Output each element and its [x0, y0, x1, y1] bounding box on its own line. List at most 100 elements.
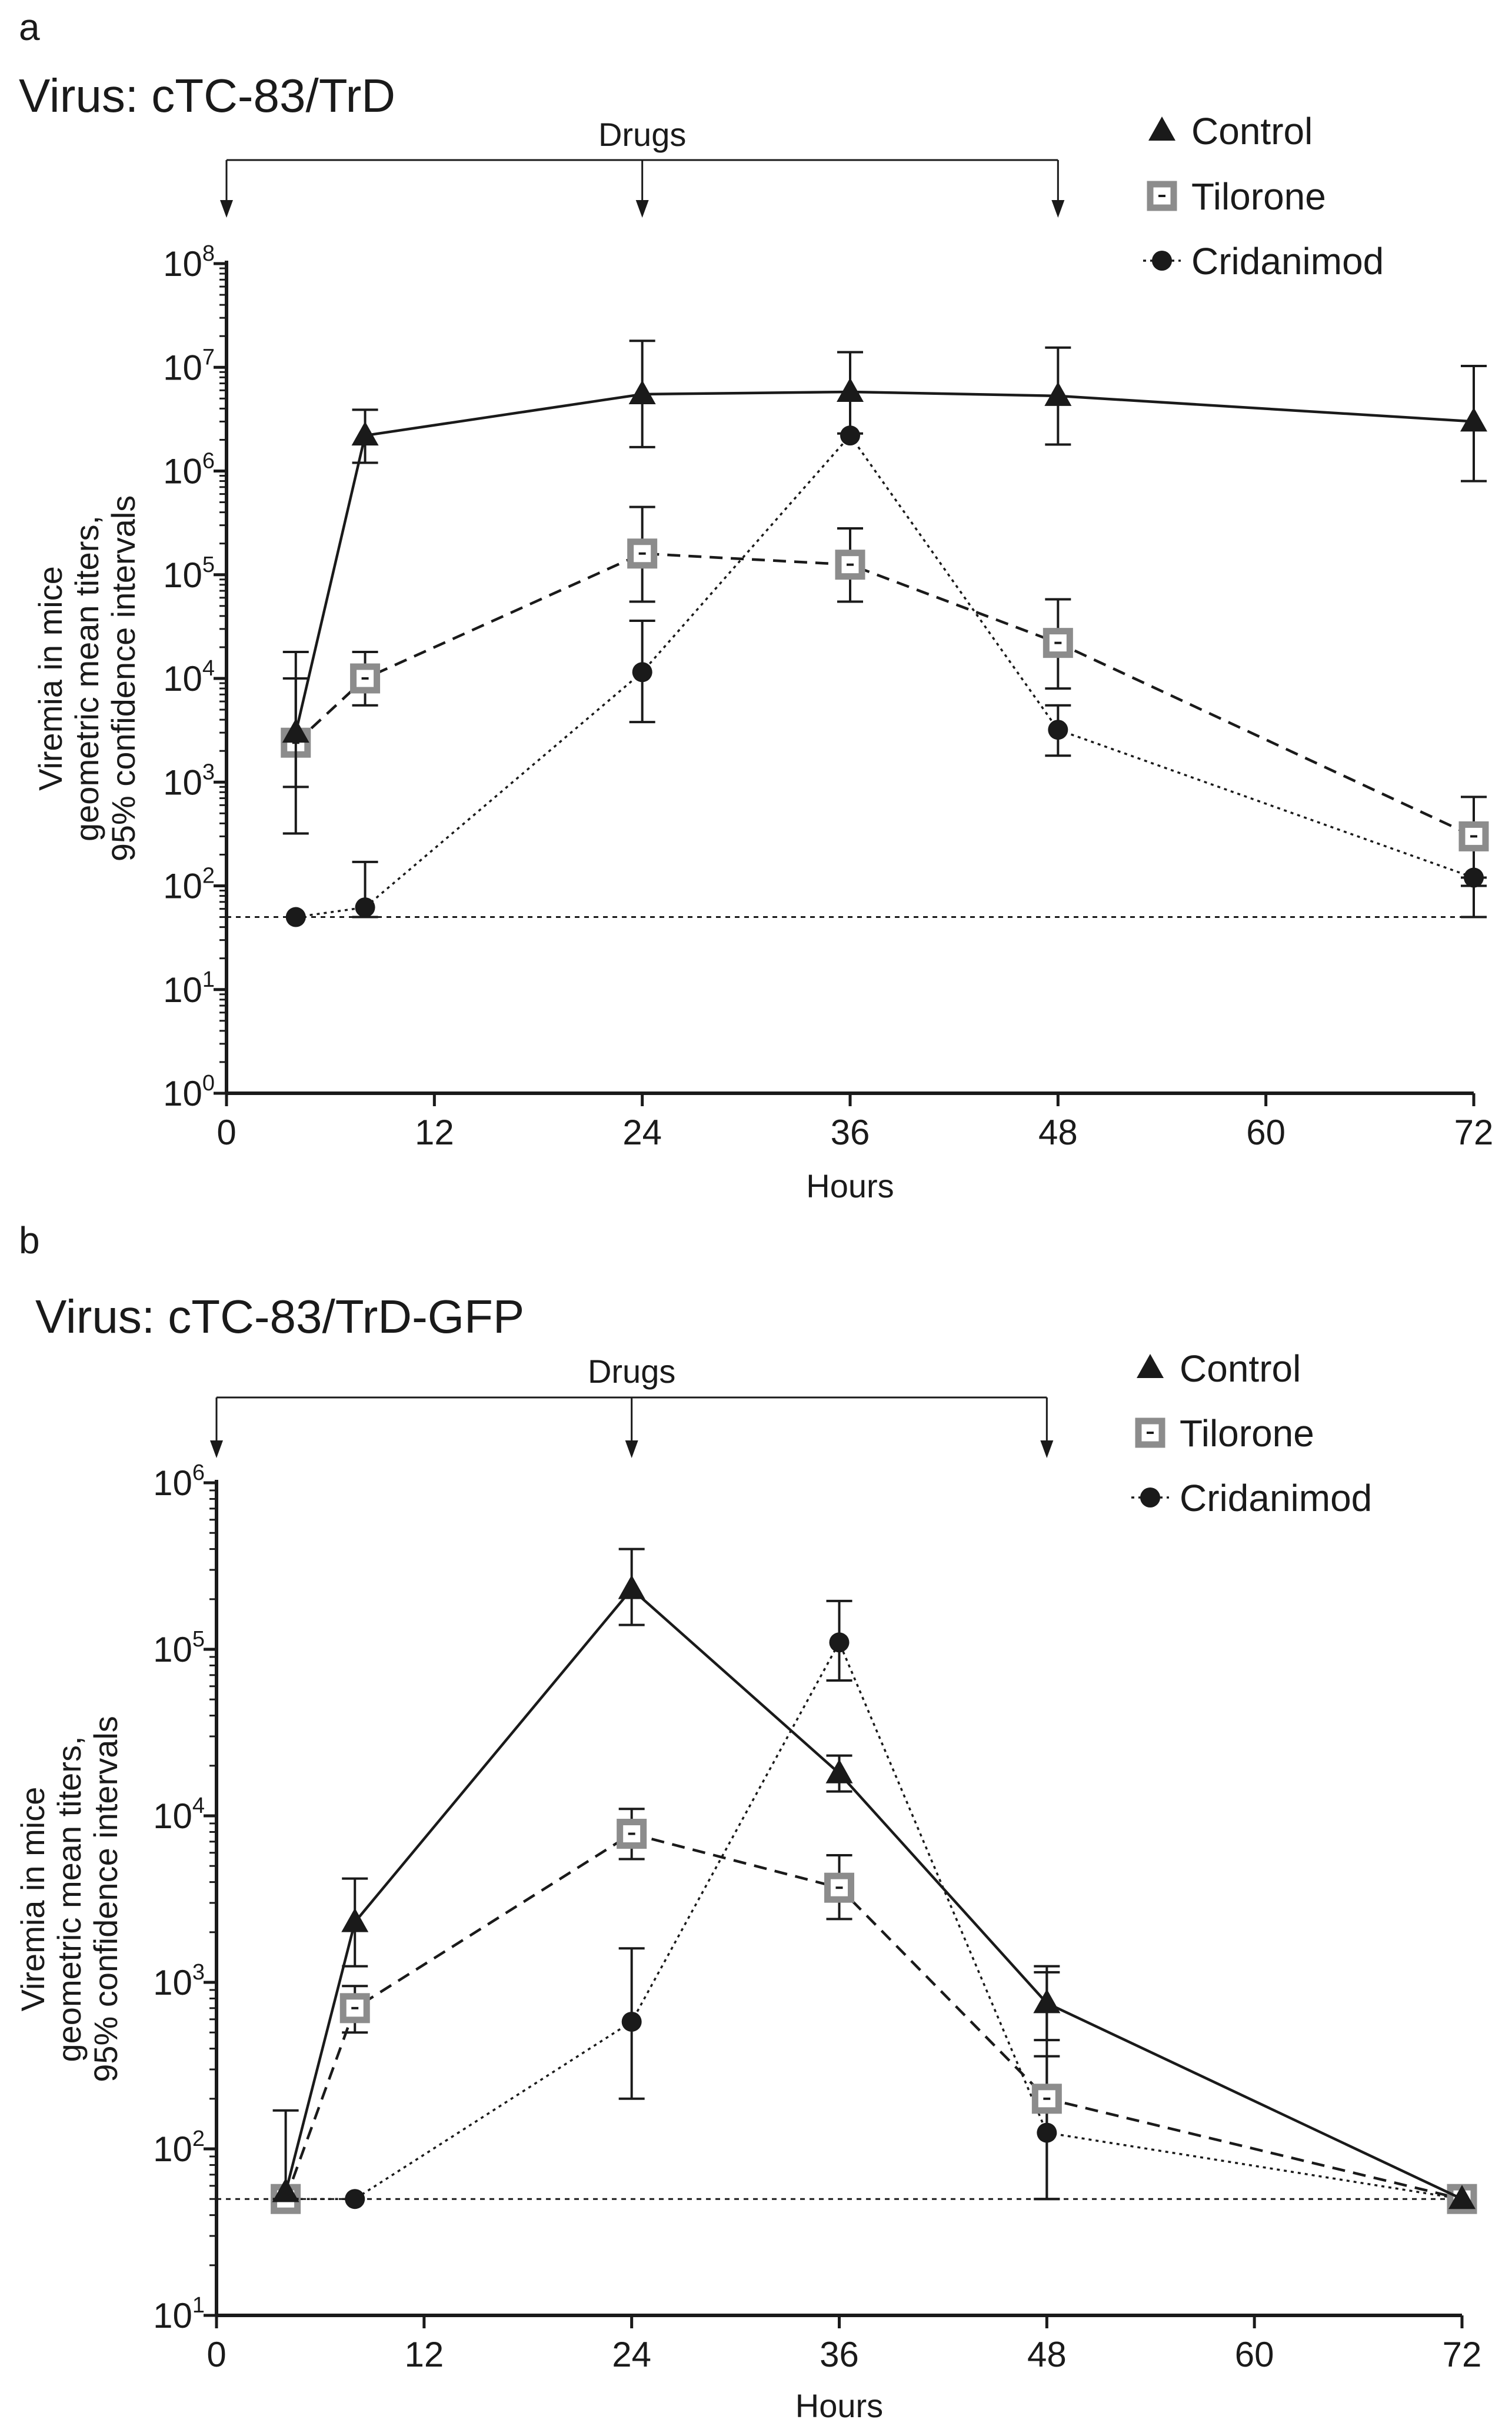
legend-label: Cridanimod	[1180, 1477, 1372, 1519]
chart-title: Virus: cTC-83/TrD-GFP	[35, 1290, 524, 1343]
y-tick-exponent: 3	[202, 760, 215, 784]
x-tick-label: 12	[404, 2335, 444, 2374]
drug-arrow-head	[1051, 200, 1065, 218]
data-point-circle	[632, 662, 652, 683]
x-tick-label: 48	[1038, 1113, 1078, 1152]
y-tick-exponent: 1	[202, 967, 215, 992]
x-tick-label: 0	[217, 1113, 236, 1152]
data-point-triangle	[1448, 2185, 1476, 2209]
y-tick-label: 103	[163, 760, 215, 802]
y-tick-base: 10	[163, 659, 202, 698]
data-point-triangle	[351, 421, 379, 446]
data-point-square-frame	[350, 663, 381, 694]
data-point-circle	[355, 897, 375, 918]
legend-item-cridanimod: Cridanimod	[1143, 240, 1384, 282]
drugs-bracket: Drugs	[210, 1353, 1054, 1458]
y-axis-title-line: 95% confidence intervals	[87, 1716, 124, 2082]
y-tick-label: 103	[153, 1960, 205, 2002]
series-line	[294, 390, 1474, 733]
x-tick-label: 60	[1246, 1113, 1285, 1152]
data-point-triangle	[282, 718, 309, 743]
legend-label: Control	[1191, 110, 1313, 152]
y-tick-exponent: 6	[192, 1460, 205, 1485]
y-axis-title-line: Viremia in mice	[32, 566, 69, 791]
y-axis-title: Viremia in micegeometric mean titers,95%…	[32, 495, 142, 862]
y-tick-label: 101	[163, 967, 215, 1010]
y-tick-exponent: 7	[202, 345, 215, 370]
drug-arrow-head	[1040, 1440, 1054, 1458]
y-tick-exponent: 8	[202, 241, 215, 266]
y-tick-label: 106	[163, 449, 215, 491]
y-tick-label: 108	[163, 241, 215, 284]
y-tick-exponent: 4	[192, 1793, 205, 1818]
series-line	[295, 552, 1474, 838]
y-tick-base: 10	[153, 1463, 192, 1503]
y-tick-label: 106	[153, 1460, 205, 1503]
x-tick-label: 72	[1443, 2335, 1482, 2374]
data-point-circle	[829, 1632, 850, 1653]
data-point-circle	[621, 2011, 642, 2032]
y-axis-title: Viremia in micegeometric mean titers,95%…	[14, 1716, 124, 2082]
series-line	[284, 1587, 1463, 2201]
data-point-circle	[1152, 251, 1172, 271]
y-axis-title-line: Viremia in mice	[14, 1787, 51, 2012]
y-axis-title-line: geometric mean titers,	[68, 515, 105, 841]
x-tick-label: 36	[831, 1113, 870, 1152]
legend-label: Tilorone	[1191, 175, 1326, 218]
y-tick-base: 10	[153, 2296, 192, 2335]
y-tick-label: 105	[153, 1627, 205, 1669]
drugs-bracket: Drugs	[220, 116, 1065, 218]
x-tick-label: 72	[1454, 1113, 1494, 1152]
y-tick-label: 104	[153, 1793, 205, 1836]
chart-title: Virus: cTC-83/TrD	[19, 69, 395, 122]
x-tick-label: 24	[612, 2335, 651, 2374]
x-tick-label: 24	[622, 1113, 662, 1152]
y-axis-title-line: geometric mean titers,	[51, 1736, 88, 2062]
data-point-square	[1458, 821, 1489, 851]
x-axis-title: Hours	[795, 2387, 883, 2424]
y-tick-base: 10	[163, 555, 202, 595]
series-tilorone	[281, 505, 1489, 887]
legend-label: Cridanimod	[1191, 240, 1384, 282]
x-tick-label: 36	[820, 2335, 859, 2374]
legend-item-control: Control	[1148, 110, 1313, 152]
data-point-triangle	[628, 380, 656, 405]
y-tick-exponent: 3	[192, 1960, 205, 1985]
data-point-square	[1147, 181, 1177, 211]
data-point-triangle	[1148, 117, 1175, 141]
drug-arrow-head	[220, 200, 233, 218]
y-tick-base: 10	[163, 763, 202, 802]
y-tick-base: 10	[153, 1630, 192, 1669]
legend-label: Tilorone	[1180, 1412, 1314, 1455]
data-point-square-frame	[1135, 1417, 1165, 1448]
y-tick-base: 10	[153, 2129, 192, 2169]
y-tick-base: 10	[163, 867, 202, 906]
legend: Control Tilorone Cridanimod	[1131, 1347, 1372, 1519]
data-point-square	[1135, 1417, 1165, 1448]
y-tick-base: 10	[153, 1963, 192, 2002]
y-tick-exponent: 2	[192, 2127, 205, 2151]
y-tick-exponent: 5	[192, 1627, 205, 1652]
data-point-triangle	[1033, 1989, 1061, 2014]
data-point-triangle	[341, 1908, 369, 1932]
legend: Control Tilorone Cridanimod	[1143, 110, 1384, 282]
data-point-square	[1043, 628, 1073, 658]
legend-label: Control	[1180, 1347, 1301, 1390]
series-line	[285, 1640, 1463, 2200]
data-point-triangle	[1044, 381, 1072, 406]
panel-letter: b	[19, 1219, 40, 1262]
y-tick-base: 10	[163, 348, 202, 387]
series-cridanimod	[285, 425, 1487, 927]
data-point-triangle	[1460, 407, 1487, 432]
data-point-square	[339, 1993, 370, 2024]
legend-item-tilorone: Tilorone	[1135, 1412, 1314, 1455]
panel-letter: a	[19, 6, 40, 48]
y-tick-exponent: 1	[192, 2293, 205, 2318]
y-tick-base: 10	[163, 1074, 202, 1113]
data-point-circle	[1048, 720, 1068, 740]
data-point-square	[1031, 2084, 1062, 2114]
data-point-circle	[1140, 1487, 1160, 1507]
legend-item-control: Control	[1137, 1347, 1301, 1390]
